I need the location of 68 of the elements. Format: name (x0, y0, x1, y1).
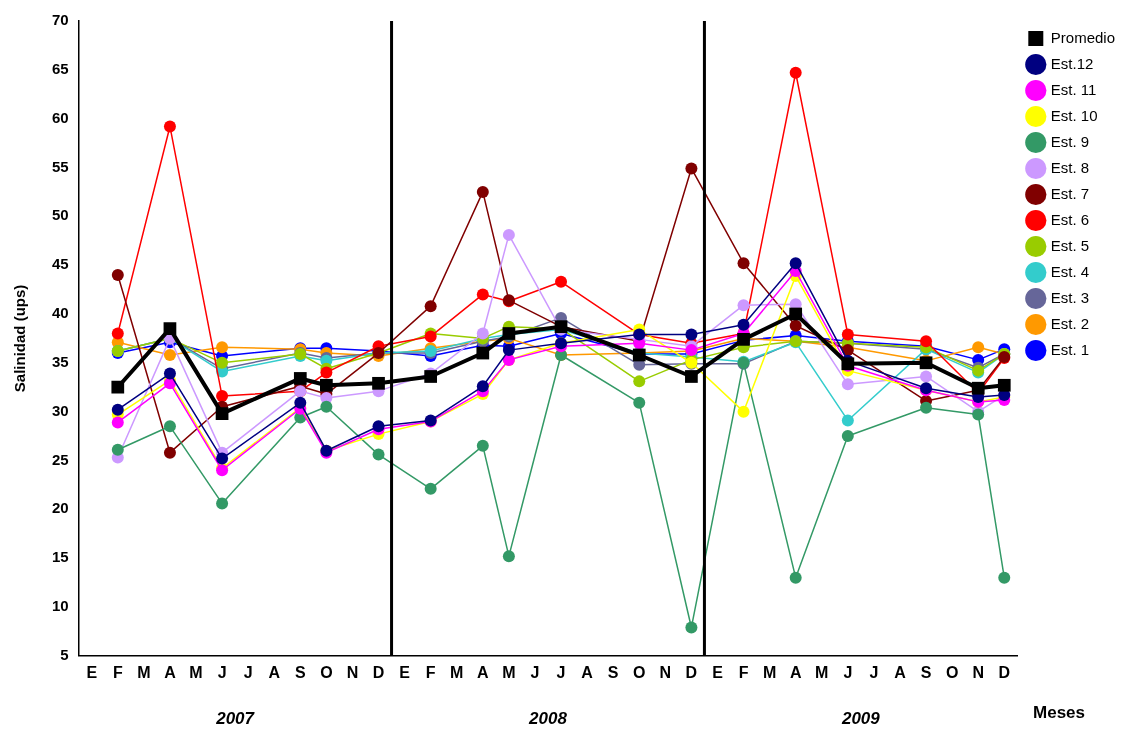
x-tick-label: E (399, 663, 411, 681)
legend-label: Promedio (1050, 28, 1116, 46)
x-tick-label: O (633, 663, 646, 681)
legend-label: Est. 5 (1050, 236, 1090, 254)
x-tick-label: J (556, 663, 566, 681)
x-tick-label: N (972, 663, 984, 681)
y-axis-title: Salinidad (ups) (11, 284, 29, 393)
legend-label: Est. 8 (1050, 158, 1090, 176)
y-tick-label: 10 (52, 597, 69, 615)
y-tick-label: 25 (52, 450, 69, 468)
x-tick-label: A (164, 663, 177, 681)
x-tick-label: E (86, 663, 98, 681)
legend-label: Est. 10 (1050, 106, 1098, 124)
y-tick-label: 70 (52, 11, 69, 29)
legend-label: Est. 1 (1050, 340, 1090, 358)
x-tick-label: F (425, 663, 436, 681)
x-tick-label: M (762, 663, 777, 681)
x-tick-label: E (712, 663, 724, 681)
x-tick-label: O (945, 663, 959, 681)
legend-label: Est. 9 (1050, 132, 1090, 150)
x-tick-label: S (294, 663, 306, 681)
x-tick-label: D (372, 663, 385, 681)
x-tick-label: F (112, 663, 123, 681)
text: 2008 (528, 708, 568, 728)
legend-label: Est. 3 (1050, 288, 1090, 306)
x-tick-label: S (920, 663, 932, 681)
x-tick-label: M (137, 663, 151, 681)
x-tick-label: J (869, 663, 879, 681)
x-tick-label: J (530, 663, 540, 681)
legend-label: Est.12 (1050, 54, 1094, 72)
x-tick-label: A (789, 663, 802, 681)
y-tick-label: 35 (52, 352, 69, 370)
y-tick-label: 50 (52, 206, 69, 224)
x-axis-title: Meses (1033, 702, 1085, 722)
y-tick-label: 65 (52, 59, 69, 77)
x-tick-label: J (217, 663, 227, 681)
y-tick-label: 45 (52, 255, 69, 273)
text: 2009 (840, 708, 881, 728)
x-tick-label: A (581, 663, 594, 681)
y-tick-label: 30 (52, 401, 69, 419)
x-tick-label: D (998, 663, 1011, 681)
x-tick-label: M (815, 663, 829, 681)
x-tick-label: A (894, 663, 907, 681)
y-tick-label: 40 (52, 304, 69, 322)
y-tick-label: 55 (52, 157, 69, 175)
y-tick-label: 15 (52, 548, 69, 566)
x-tick-label: O (320, 663, 333, 681)
x-tick-label: F (738, 663, 749, 681)
x-tick-label: J (243, 663, 253, 681)
x-tick-label: A (268, 663, 281, 681)
x-tick-label: M (450, 663, 464, 681)
x-tick-label: N (659, 663, 672, 681)
x-tick-label: N (346, 663, 359, 681)
x-tick-label: S (607, 663, 619, 681)
y-tick-label: 5 (60, 645, 69, 663)
y-tick-label: 60 (52, 108, 69, 126)
x-tick-label: D (685, 663, 698, 681)
x-tick-label: J (843, 663, 853, 681)
legend-label: Est. 4 (1050, 262, 1090, 280)
legend-label: Est. 11 (1050, 80, 1097, 98)
x-tick-label: A (477, 663, 490, 681)
legend-label: Est. 6 (1050, 210, 1090, 228)
y-tick-label: 20 (52, 499, 69, 517)
text: 2007 (215, 708, 256, 728)
x-tick-label: M (189, 663, 203, 681)
x-tick-label: M (502, 663, 516, 681)
legend-label: Est. 2 (1050, 314, 1090, 332)
legend-label: Est. 7 (1050, 184, 1090, 202)
